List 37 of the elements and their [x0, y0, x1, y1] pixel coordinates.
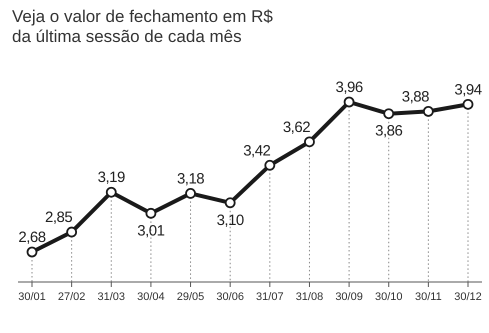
- data-label: 3,96: [335, 79, 363, 96]
- point: [66, 226, 78, 238]
- point: [344, 96, 354, 108]
- point: [422, 106, 434, 117]
- data-label: 3,88: [402, 88, 430, 106]
- x-tick-label: 30/06: [216, 291, 244, 303]
- x-tick-label: 30/12: [454, 291, 482, 303]
- x-tick-label: 30/01: [18, 291, 46, 303]
- point: [462, 98, 474, 110]
- x-tick-label: 29/05: [176, 291, 204, 303]
- data-label: 3,19: [98, 169, 126, 186]
- x-tick-label: 31/03: [98, 291, 126, 303]
- point: [304, 136, 315, 148]
- x-tick-label: 31/08: [296, 291, 324, 303]
- point: [106, 186, 117, 198]
- point: [185, 188, 196, 199]
- point: [383, 108, 394, 120]
- data-label: 3,42: [243, 142, 271, 160]
- data-label: 3,62: [282, 118, 310, 136]
- data-label: 3,86: [375, 122, 402, 140]
- x-tick-label: 30/10: [374, 291, 402, 303]
- chart-title: Veja o valor de fechamento em R$ da última sessão de cada mês: [12, 7, 274, 46]
- point: [26, 246, 38, 258]
- data-label: 3,01: [137, 222, 165, 240]
- data-label: 2,68: [18, 229, 46, 246]
- point: [224, 197, 236, 208]
- data-label: 3,10: [216, 212, 244, 229]
- x-tick-label: 30/11: [415, 291, 442, 303]
- data-label: 3,94: [454, 81, 482, 98]
- x-tick-label: 30/04: [137, 291, 165, 303]
- x-tick-label: 31/07: [256, 291, 284, 303]
- x-tick-label: 27/02: [58, 291, 86, 303]
- point: [146, 208, 156, 219]
- point: [264, 160, 276, 171]
- data-label: 2,85: [45, 209, 72, 226]
- x-tick-label: 30/09: [335, 291, 363, 303]
- data-label: 3,18: [176, 170, 204, 188]
